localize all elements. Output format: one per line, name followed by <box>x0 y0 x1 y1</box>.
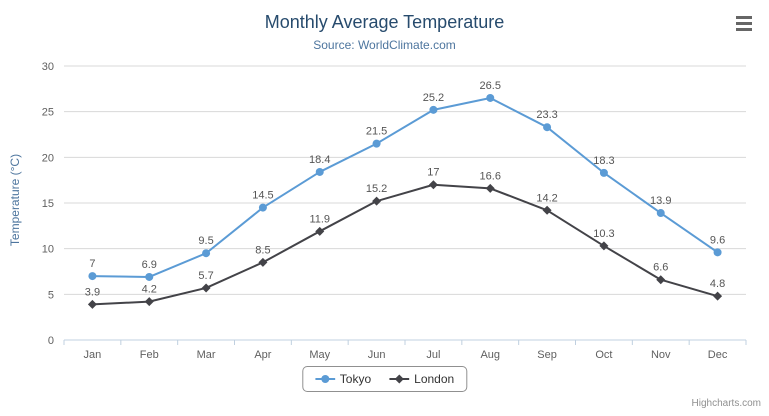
data-point-tokyo[interactable] <box>429 105 438 114</box>
data-point-tokyo[interactable] <box>145 272 154 281</box>
y-axis-label: 30 <box>42 61 54 73</box>
data-point-tokyo[interactable] <box>486 93 495 102</box>
y-axis-label: 5 <box>48 289 54 301</box>
legend-label: Tokyo <box>339 372 372 386</box>
data-label: 14.2 <box>536 192 557 204</box>
data-label: 17 <box>427 167 439 179</box>
chart-title: Monthly Average Temperature <box>264 12 505 32</box>
data-label: 18.4 <box>309 154 330 166</box>
data-point-london[interactable] <box>87 299 97 309</box>
x-axis-label: Aug <box>480 349 500 361</box>
x-axis-label: Dec <box>708 349 728 361</box>
chart-subtitle: Source: WorldClimate.com <box>313 38 456 52</box>
x-axis-label: Oct <box>595 349 612 361</box>
x-axis-label: Apr <box>254 349 271 361</box>
data-point-tokyo[interactable] <box>315 167 324 176</box>
y-axis-label: 20 <box>42 152 54 164</box>
series-line-tokyo <box>91 96 719 278</box>
data-point-london[interactable] <box>372 196 382 206</box>
data-point-tokyo[interactable] <box>599 168 608 177</box>
data-label: 18.3 <box>593 155 614 167</box>
data-point-london[interactable] <box>599 241 609 251</box>
series-line-london <box>91 183 719 306</box>
legend: Tokyo London <box>301 366 468 392</box>
data-point-london[interactable] <box>713 291 723 301</box>
x-axis-label: Nov <box>651 349 671 361</box>
legend-item-tokyo[interactable]: Tokyo <box>314 372 372 386</box>
x-axis-label: Jan <box>84 349 102 361</box>
hamburger-bar <box>736 27 752 31</box>
data-point-london[interactable] <box>258 257 268 267</box>
data-point-london[interactable] <box>542 205 552 215</box>
data-label: 5.7 <box>198 270 213 282</box>
data-label: 11.9 <box>309 213 330 225</box>
hamburger-bar <box>736 21 752 25</box>
data-point-tokyo[interactable] <box>88 272 97 281</box>
y-axis-label: 15 <box>42 198 54 210</box>
data-label: 9.5 <box>198 235 213 247</box>
hamburger-bar <box>736 15 752 19</box>
y-axis-label: 10 <box>42 244 54 256</box>
legend-item-london[interactable]: London <box>389 372 454 386</box>
data-point-london[interactable] <box>656 275 666 285</box>
data-point-london[interactable] <box>201 283 211 293</box>
x-axis-label: Jul <box>426 349 440 361</box>
data-label: 16.6 <box>480 170 501 182</box>
data-label: 13.9 <box>650 195 671 207</box>
data-point-london[interactable] <box>315 226 325 236</box>
data-point-london[interactable] <box>485 183 495 193</box>
x-axis-label: May <box>309 349 330 361</box>
data-label: 4.8 <box>710 278 725 290</box>
data-label: 6.6 <box>653 262 668 274</box>
data-label: 10.3 <box>593 228 614 240</box>
legend-marker-circle-icon <box>314 375 335 383</box>
data-label: 6.9 <box>142 259 157 271</box>
data-label: 26.5 <box>480 80 501 92</box>
y-axis-label: 0 <box>48 335 54 347</box>
data-label: 25.2 <box>423 92 444 104</box>
data-label: 7 <box>89 258 95 270</box>
data-label: 15.2 <box>366 183 387 195</box>
legend-marker-diamond-icon <box>389 374 410 384</box>
credits-link[interactable]: Highcharts.com <box>691 398 761 409</box>
data-point-london[interactable] <box>144 297 154 307</box>
x-axis-label: Jun <box>368 349 386 361</box>
data-label: 4.2 <box>142 284 157 296</box>
data-label: 3.9 <box>85 286 100 298</box>
data-point-tokyo[interactable] <box>713 248 722 257</box>
data-point-tokyo[interactable] <box>372 139 381 148</box>
export-menu-hamburger-icon[interactable] <box>731 12 757 34</box>
legend-label: London <box>414 372 455 386</box>
data-label: 14.5 <box>252 190 273 202</box>
x-axis-label: Mar <box>197 349 216 361</box>
data-label: 9.6 <box>710 234 725 246</box>
data-point-tokyo[interactable] <box>543 123 552 132</box>
data-point-tokyo[interactable] <box>656 209 665 218</box>
data-label: 23.3 <box>536 109 557 121</box>
x-axis-label: Feb <box>140 349 159 361</box>
data-point-london[interactable] <box>428 180 438 190</box>
x-axis-label: Sep <box>537 349 557 361</box>
data-point-tokyo[interactable] <box>202 249 211 258</box>
data-label: 21.5 <box>366 126 387 138</box>
y-axis-label: 25 <box>42 107 54 119</box>
data-point-tokyo[interactable] <box>258 203 267 212</box>
data-label: 8.5 <box>255 244 270 256</box>
